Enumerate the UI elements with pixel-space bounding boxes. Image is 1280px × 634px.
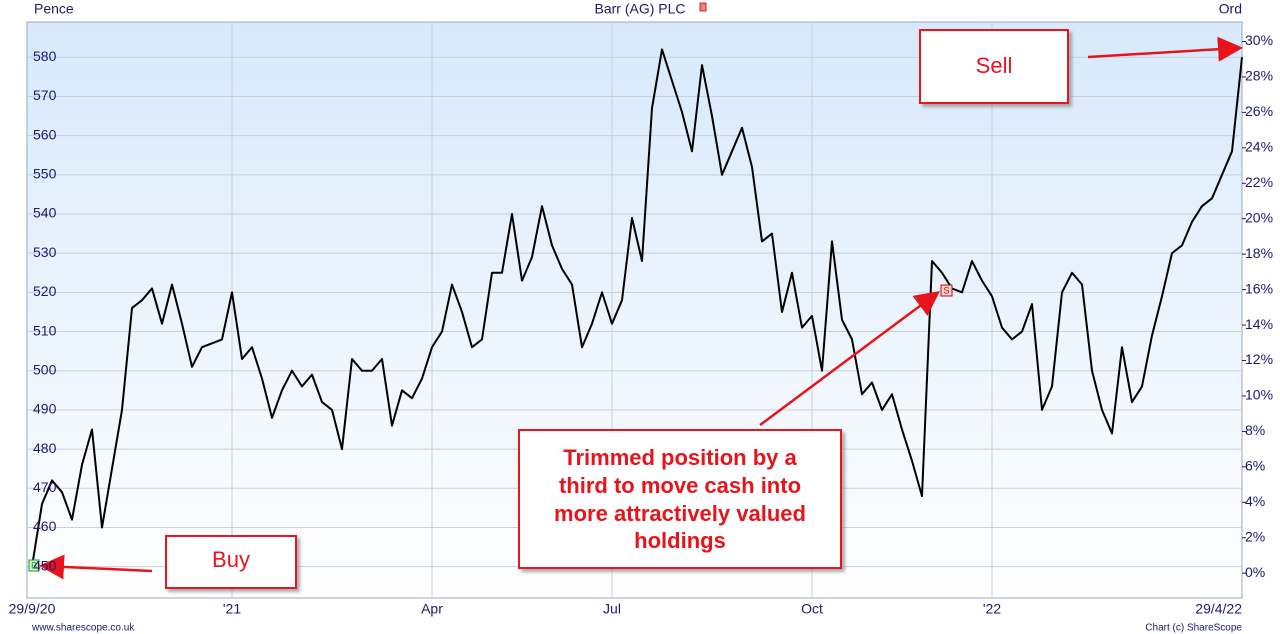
x-tick-label: '22 [983,601,1001,617]
y-tick-label: 520 [33,283,57,299]
y-tick-label: 470 [33,479,57,495]
footer-right: Chart (c) ShareScope [1145,623,1242,634]
buy-marker [28,559,40,572]
y2-tick-label: 28% [1245,68,1273,84]
y2-tick-label: 10% [1245,387,1273,403]
y-tick-label: 570 [33,87,57,103]
trim-annotation: third to move cash into [559,473,801,498]
trim-annotation: more attractively valued [554,501,806,526]
trim-annotation: holdings [634,528,726,553]
y-tick-label: 510 [33,322,57,338]
x-tick-label: Oct [801,601,823,617]
y-tick-label: 480 [33,440,57,456]
y-tick-label: 500 [33,361,57,377]
price-line [31,48,1243,567]
y2-tick-label: 22% [1245,174,1273,190]
buy-box [165,535,297,589]
flag-icon [699,2,707,12]
buy-annotation: Buy [212,547,250,572]
y-tick-label: 490 [33,401,57,417]
y-tick-label: 540 [33,205,57,221]
y2-tick-label: 2% [1245,528,1265,544]
y2-tick-label: 16% [1245,280,1273,296]
x-tick-label: Jul [603,601,621,617]
x-tick-label: 29/9/20 [9,601,56,617]
y2-tick-label: 6% [1245,458,1265,474]
y2-tick-label: 26% [1245,103,1273,119]
y2-tick-label: 4% [1245,493,1265,509]
y2-axis-label: Ord [1219,1,1242,17]
chart-title: Barr (AG) PLC [594,1,685,17]
sell-annotation: Sell [976,53,1013,78]
y2-tick-label: 18% [1245,245,1273,261]
buy-marker-label: B [31,560,37,570]
footer-left: www.sharescope.co.uk [31,623,135,634]
x-tick-label: '21 [223,601,241,617]
x-tick-label: 29/4/22 [1195,601,1242,617]
y2-tick-label: 12% [1245,351,1273,367]
y2-tick-label: 20% [1245,209,1273,225]
y-tick-label: 550 [33,166,57,182]
trim-box [518,429,842,569]
sell-arrow [1087,36,1243,62]
y-tick-label: 530 [33,244,57,260]
y-tick-label: 450 [33,557,57,573]
y2-tick-label: 14% [1245,316,1273,332]
x-tick-label: Apr [421,601,443,617]
y-tick-label: 460 [33,518,57,534]
trim-annotation: Trimmed position by a [563,445,797,470]
sell-marker-label: S [943,285,949,295]
y2-tick-label: 30% [1245,32,1273,48]
buy-arrow [39,554,153,580]
y-tick-label: 560 [33,126,57,142]
y-tick-label: 580 [33,48,57,64]
y2-tick-label: 24% [1245,139,1273,155]
y-axis-label: Pence [34,1,74,17]
y2-tick-label: 8% [1245,422,1265,438]
sell-box [919,29,1069,104]
sell-marker [940,284,953,297]
trim-arrow [759,291,941,427]
y2-tick-label: 0% [1245,564,1265,580]
